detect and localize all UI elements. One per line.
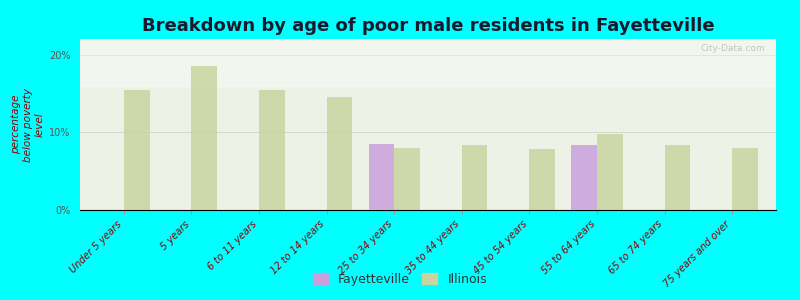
Bar: [259, 89, 285, 210]
Bar: [80, 39, 776, 86]
Bar: [597, 134, 622, 210]
Bar: [571, 146, 597, 210]
Y-axis label: percentage
below poverty
level: percentage below poverty level: [11, 88, 45, 161]
Bar: [732, 148, 758, 210]
Bar: [462, 146, 487, 210]
Bar: [326, 97, 352, 210]
Bar: [191, 66, 217, 210]
Bar: [124, 89, 150, 210]
Bar: [665, 146, 690, 210]
Title: Breakdown by age of poor male residents in Fayetteville: Breakdown by age of poor male residents …: [142, 17, 714, 35]
Bar: [394, 148, 420, 210]
Bar: [530, 149, 555, 210]
Text: City-Data.com: City-Data.com: [701, 44, 766, 53]
Bar: [369, 144, 394, 210]
Legend: Fayetteville, Illinois: Fayetteville, Illinois: [308, 268, 492, 291]
